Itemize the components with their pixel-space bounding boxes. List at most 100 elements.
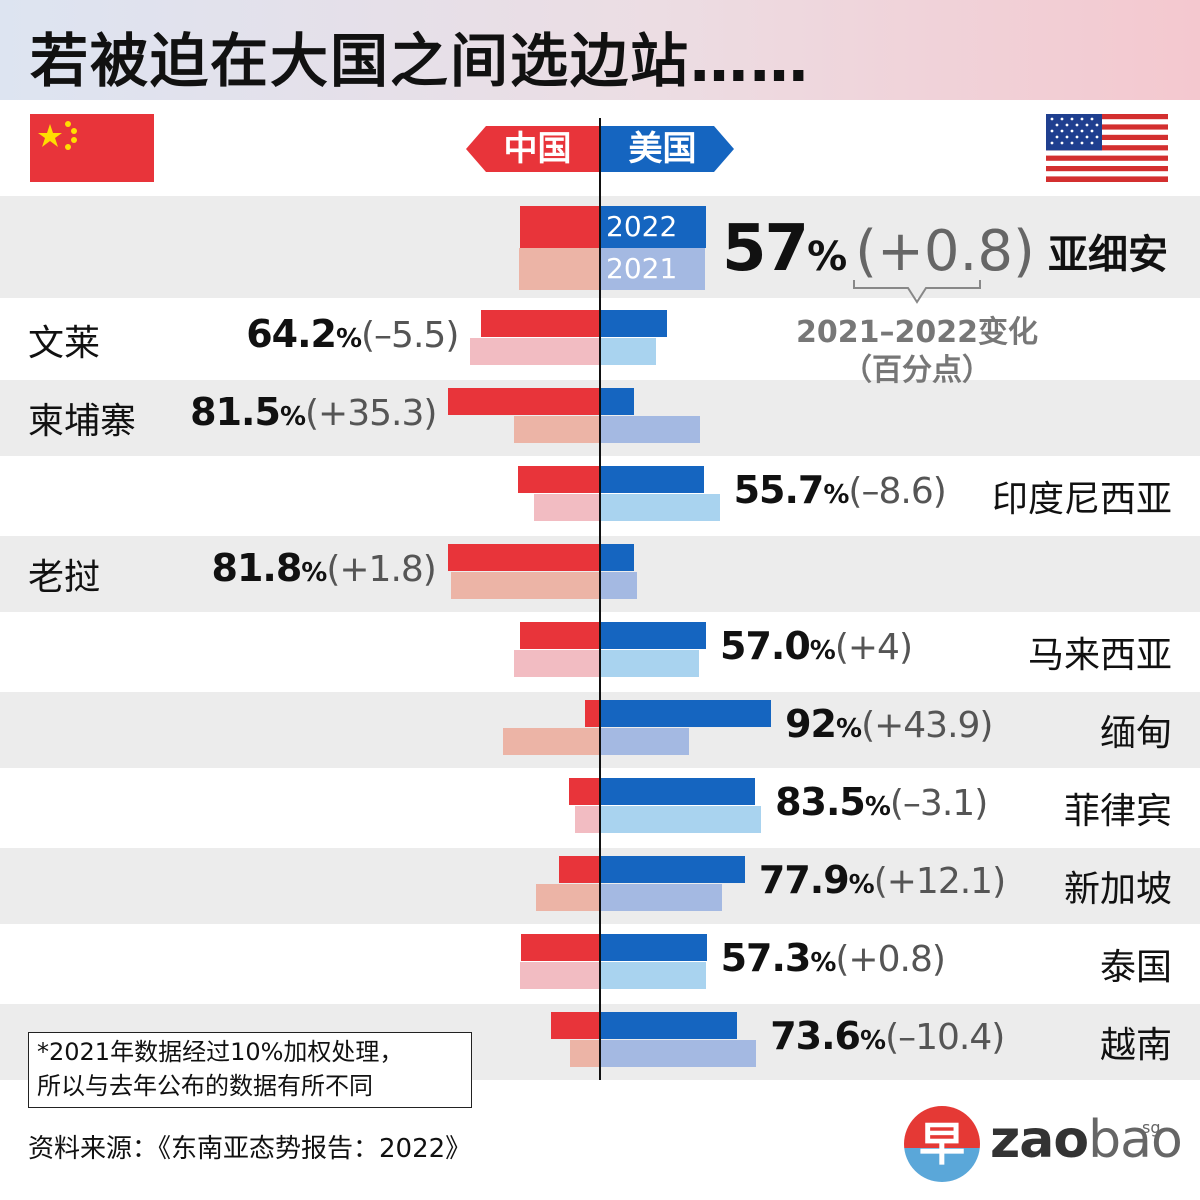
value-change: (–3.1) xyxy=(889,782,988,824)
value-label: 81.8%(+1.8) xyxy=(211,545,437,590)
value-number: 55.7 xyxy=(733,467,825,512)
asean-value-label: 57% (+0.8) xyxy=(722,212,1035,286)
bar-china-2022 xyxy=(447,544,600,571)
bar-us-2022 xyxy=(600,544,634,571)
bar-china-2022 xyxy=(585,700,600,727)
bar-us-2021 xyxy=(600,338,657,365)
value-label: 77.9%(+12.1) xyxy=(758,857,1006,902)
bar-us-2021 xyxy=(600,572,638,599)
bar-us-2022 xyxy=(600,856,745,883)
country-name: 马来西亚 xyxy=(1027,634,1172,676)
country-name: 老挝 xyxy=(28,556,101,598)
bar-china-2021 xyxy=(575,806,600,833)
logo-light: bao xyxy=(1088,1110,1183,1170)
value-label: 92%(+43.9) xyxy=(785,701,993,746)
value-number: 57.0 xyxy=(720,623,811,668)
bar-china-2021 xyxy=(514,650,600,677)
change-brace-icon xyxy=(853,280,981,304)
bar-us-2022 xyxy=(600,934,707,961)
bar-china-2021 xyxy=(536,884,600,911)
value-unit: % xyxy=(848,869,875,900)
bar-us-2021 xyxy=(600,650,699,677)
bar-us-2021 xyxy=(600,1040,757,1067)
bar-us-2021 xyxy=(600,248,705,290)
value-unit: % xyxy=(809,635,836,666)
bar-china-2021 xyxy=(503,728,600,755)
logo-wordmark: zaobao xyxy=(990,1110,1183,1170)
change-note-line2: （百分点） xyxy=(842,353,992,388)
bar-china-2022 xyxy=(517,466,600,493)
value-label: 81.5%(+35.3) xyxy=(190,389,437,434)
value-number: 64.2 xyxy=(246,311,337,356)
value-change: (+43.9) xyxy=(861,704,993,746)
change-note-line1: 2021–2022变化 xyxy=(796,315,1038,350)
value-label: 64.2%(–5.5) xyxy=(246,311,459,356)
bar-us-2021 xyxy=(600,806,762,833)
source-note: 资料来源：《东南亚态势报告：2022》 xyxy=(28,1134,472,1164)
bar-us-2022 xyxy=(600,310,667,337)
value-change: (–10.4) xyxy=(885,1016,1005,1058)
bar-us-2021 xyxy=(600,884,723,911)
us-flag-icon xyxy=(1046,114,1168,182)
asean-name: 亚细安 xyxy=(1048,232,1168,278)
bar-us-2022 xyxy=(600,466,704,493)
country-name: 越南 xyxy=(1099,1024,1172,1066)
value-unit: % xyxy=(301,557,327,588)
logo-char: 早 xyxy=(919,1117,965,1171)
footnote-line1: *2021年数据经过10%加权处理， xyxy=(37,1038,404,1066)
bar-china-2022 xyxy=(520,622,600,649)
value-change: (+4) xyxy=(834,626,913,668)
asean-value: 57 xyxy=(722,212,809,286)
bar-china-2022 xyxy=(480,310,600,337)
center-axis xyxy=(599,118,601,1080)
bar-china-2021 xyxy=(533,494,600,521)
value-number: 77.9 xyxy=(758,857,850,902)
value-unit: % xyxy=(864,791,891,822)
year-2022-label: 2022 xyxy=(606,210,678,243)
us-side-label: 美国 xyxy=(601,126,734,172)
bar-china-2022 xyxy=(569,778,600,805)
logo-sup: sg xyxy=(1142,1118,1161,1137)
value-number: 83.5 xyxy=(775,779,866,824)
value-unit: % xyxy=(335,323,362,354)
bar-china-2022 xyxy=(520,934,600,961)
value-number: 92 xyxy=(785,701,837,746)
zaobao-logo-icon xyxy=(904,1106,980,1182)
bar-china-2022 xyxy=(520,206,600,248)
country-name: 文莱 xyxy=(28,322,101,364)
bar-us-2022 xyxy=(600,1012,737,1039)
header-banner: 若被迫在大国之间选边站…… xyxy=(0,0,1200,100)
year-2021-label: 2021 xyxy=(606,252,678,285)
bar-us-2022 xyxy=(600,778,756,805)
footnote-line2: 所以与去年公布的数据有所不同 xyxy=(37,1072,373,1100)
value-change: (+12.1) xyxy=(873,860,1006,902)
change-note: 2021–2022变化 （百分点） xyxy=(792,314,1042,390)
value-number: 81.8 xyxy=(211,545,303,590)
value-change: (–5.5) xyxy=(361,314,459,356)
value-change: (+0.8) xyxy=(835,938,946,980)
bar-us-2022 xyxy=(600,700,772,727)
asean-pct: % xyxy=(807,234,848,280)
chart-title: 若被迫在大国之间选边站…… xyxy=(30,27,811,95)
bar-us-2021 xyxy=(600,416,701,443)
bar-china-2021 xyxy=(570,1040,600,1067)
value-label: 57.0%(+4) xyxy=(720,623,913,668)
country-name: 新加坡 xyxy=(1063,868,1172,910)
value-unit: % xyxy=(860,1025,886,1056)
value-change: (+35.3) xyxy=(305,392,437,434)
china-side-label: 中国 xyxy=(466,126,599,172)
bar-us-2021 xyxy=(600,728,690,755)
logo-bold: zao xyxy=(990,1110,1089,1170)
country-name: 泰国 xyxy=(1099,946,1172,988)
bar-china-2022 xyxy=(448,388,600,415)
bar-us-2022 xyxy=(600,388,635,415)
country-name: 菲律宾 xyxy=(1063,790,1172,832)
value-unit: % xyxy=(823,479,849,510)
bar-china-2021 xyxy=(470,338,600,365)
bar-us-2022 xyxy=(600,206,707,248)
asean-change: (+0.8) xyxy=(855,219,1035,284)
bar-china-2022 xyxy=(558,856,600,883)
value-number: 81.5 xyxy=(190,389,281,434)
value-change: (+1.8) xyxy=(326,548,437,590)
value-label: 55.7%(–8.6) xyxy=(733,467,947,512)
